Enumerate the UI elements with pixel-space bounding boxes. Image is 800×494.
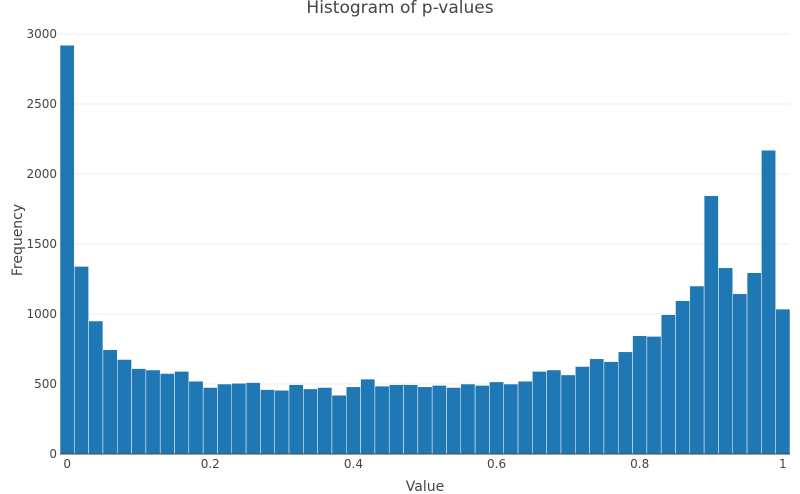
histogram-bar xyxy=(288,384,304,455)
histogram-bar xyxy=(388,384,404,455)
x-tick-label: 0.8 xyxy=(630,457,649,471)
y-tick-label: 1000 xyxy=(26,307,57,321)
histogram-bar xyxy=(202,387,218,455)
y-axis-ticks: 0 500 1000 1500 2000 2500 3000 xyxy=(26,27,57,461)
histogram-bar xyxy=(231,383,247,455)
histogram-bar xyxy=(145,369,161,455)
x-axis-ticks: 0 0.2 0.4 0.6 0.8 1 xyxy=(63,457,786,471)
histogram-bar xyxy=(460,383,476,455)
histogram-bar xyxy=(474,385,490,455)
x-tick-label: 0.4 xyxy=(344,457,363,471)
histogram-bar xyxy=(102,349,118,455)
histogram-bar xyxy=(746,272,762,455)
histogram-bar xyxy=(303,388,318,455)
histogram-bar xyxy=(245,382,261,455)
histogram-bar xyxy=(646,336,662,455)
y-tick-label: 2000 xyxy=(26,167,57,181)
histogram-bar xyxy=(546,369,562,455)
histogram-bar xyxy=(575,366,590,455)
histogram-bar xyxy=(374,385,390,455)
x-tick-label: 1 xyxy=(779,457,787,471)
x-axis-title: Value xyxy=(406,479,444,494)
y-tick-label: 1500 xyxy=(26,237,57,251)
histogram-bar xyxy=(617,351,633,455)
histogram-bar xyxy=(174,371,190,455)
histogram-bar xyxy=(260,389,275,455)
histogram-bar xyxy=(718,267,733,455)
histogram-bar xyxy=(274,390,290,455)
histogram-bar xyxy=(775,308,791,455)
histogram-bar xyxy=(403,384,419,455)
histogram-bar xyxy=(732,293,748,455)
histogram-bar xyxy=(117,359,132,455)
histogram-bar xyxy=(88,320,104,455)
histogram-bar xyxy=(660,314,676,455)
histogram-bar xyxy=(703,195,719,455)
histogram-bar xyxy=(131,368,147,455)
histogram-bar xyxy=(517,380,533,455)
bars xyxy=(59,44,791,455)
histogram-bar xyxy=(431,385,447,455)
histogram-bar xyxy=(632,335,648,455)
histogram-bar xyxy=(74,266,89,455)
histogram-bar xyxy=(317,387,333,455)
chart-title: Histogram of p-values xyxy=(306,0,493,18)
histogram-bar xyxy=(188,380,204,455)
histogram-bar xyxy=(360,378,376,455)
histogram-bar xyxy=(489,381,504,455)
x-tick-label: 0.2 xyxy=(201,457,220,471)
x-tick-label: 0 xyxy=(63,457,71,471)
histogram-bar xyxy=(689,285,705,455)
histogram-bar xyxy=(331,394,347,455)
y-tick-label: 500 xyxy=(34,377,57,391)
histogram-bar xyxy=(675,300,691,455)
histogram-bar xyxy=(346,386,361,455)
y-tick-label: 2500 xyxy=(26,97,57,111)
histogram-bar xyxy=(560,374,576,455)
histogram-bar xyxy=(446,387,462,455)
histogram-bar xyxy=(217,383,233,455)
histogram-bar xyxy=(417,386,433,455)
histogram-bar xyxy=(589,358,605,455)
histogram-bar xyxy=(603,361,619,455)
x-tick-label: 0.6 xyxy=(487,457,506,471)
histogram-bar xyxy=(503,383,519,455)
histogram-bar xyxy=(761,149,776,455)
y-tick-label: 0 xyxy=(49,447,57,461)
y-axis-title: Frequency xyxy=(10,204,26,276)
histogram-bar xyxy=(59,44,75,455)
histogram-bar xyxy=(532,371,547,455)
histogram-bar xyxy=(159,373,175,455)
y-tick-label: 3000 xyxy=(26,27,57,41)
